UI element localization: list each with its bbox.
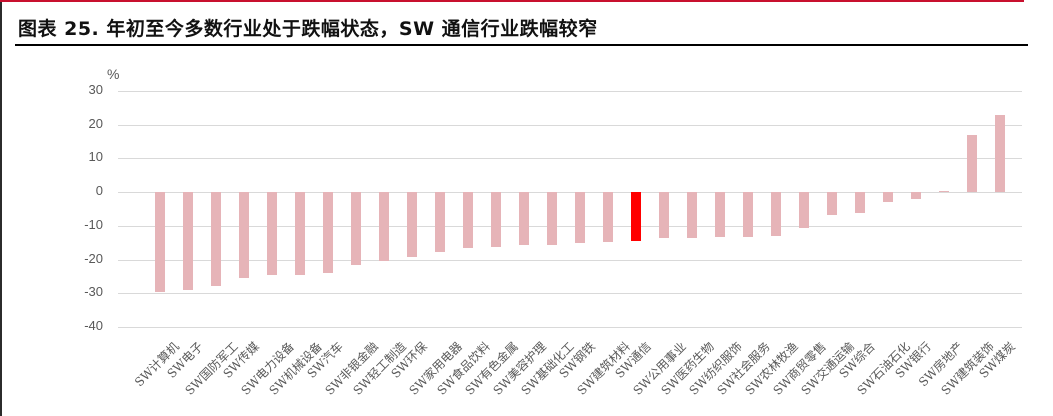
bar	[463, 192, 473, 249]
gridline	[118, 158, 1022, 159]
gridline	[118, 293, 1022, 294]
bar	[771, 192, 781, 236]
bar	[855, 192, 865, 213]
bar	[547, 192, 557, 245]
bar	[911, 192, 921, 200]
bar	[799, 192, 809, 228]
bar	[323, 192, 333, 273]
bar	[659, 192, 669, 239]
gridline	[118, 91, 1022, 92]
bar	[155, 192, 165, 292]
bar	[239, 192, 249, 278]
bar	[351, 192, 361, 265]
bar	[295, 192, 305, 276]
bar	[967, 134, 977, 192]
y-tick-label: -20	[84, 250, 103, 266]
bar	[743, 192, 753, 237]
bar	[435, 192, 445, 253]
top-accent-rule	[0, 0, 1024, 2]
bar	[827, 192, 837, 215]
bar	[211, 192, 221, 286]
bar	[519, 192, 529, 245]
y-tick-label: -40	[84, 318, 103, 333]
bar	[687, 192, 697, 239]
bar	[407, 192, 417, 258]
gridline	[118, 327, 1022, 328]
y-tick-label: 10	[88, 149, 103, 165]
bar	[995, 115, 1005, 192]
left-frame-border	[0, 0, 2, 416]
y-axis-unit: %	[107, 66, 120, 82]
y-tick-label: 30	[88, 81, 103, 97]
bar	[939, 190, 949, 192]
figure-title: 图表 25. 年初至今多数行业处于跌幅状态，SW 通信行业跌幅较窄	[18, 18, 598, 40]
y-tick-label: 20	[88, 115, 103, 131]
y-tick-label: -30	[84, 284, 103, 300]
bar	[491, 192, 501, 248]
gridline	[118, 192, 1022, 193]
bar	[883, 192, 893, 203]
gridline	[118, 125, 1022, 126]
title-underline	[15, 44, 1028, 46]
bar	[379, 192, 389, 261]
y-tick-label: -10	[84, 216, 103, 232]
y-tick-label: 0	[95, 183, 103, 198]
bar	[715, 192, 725, 237]
bar-highlight	[631, 192, 641, 241]
bar	[603, 192, 613, 242]
gridline	[118, 226, 1022, 227]
bar	[575, 192, 585, 243]
bar	[183, 192, 193, 290]
gridline	[118, 260, 1022, 261]
bar	[267, 192, 277, 276]
